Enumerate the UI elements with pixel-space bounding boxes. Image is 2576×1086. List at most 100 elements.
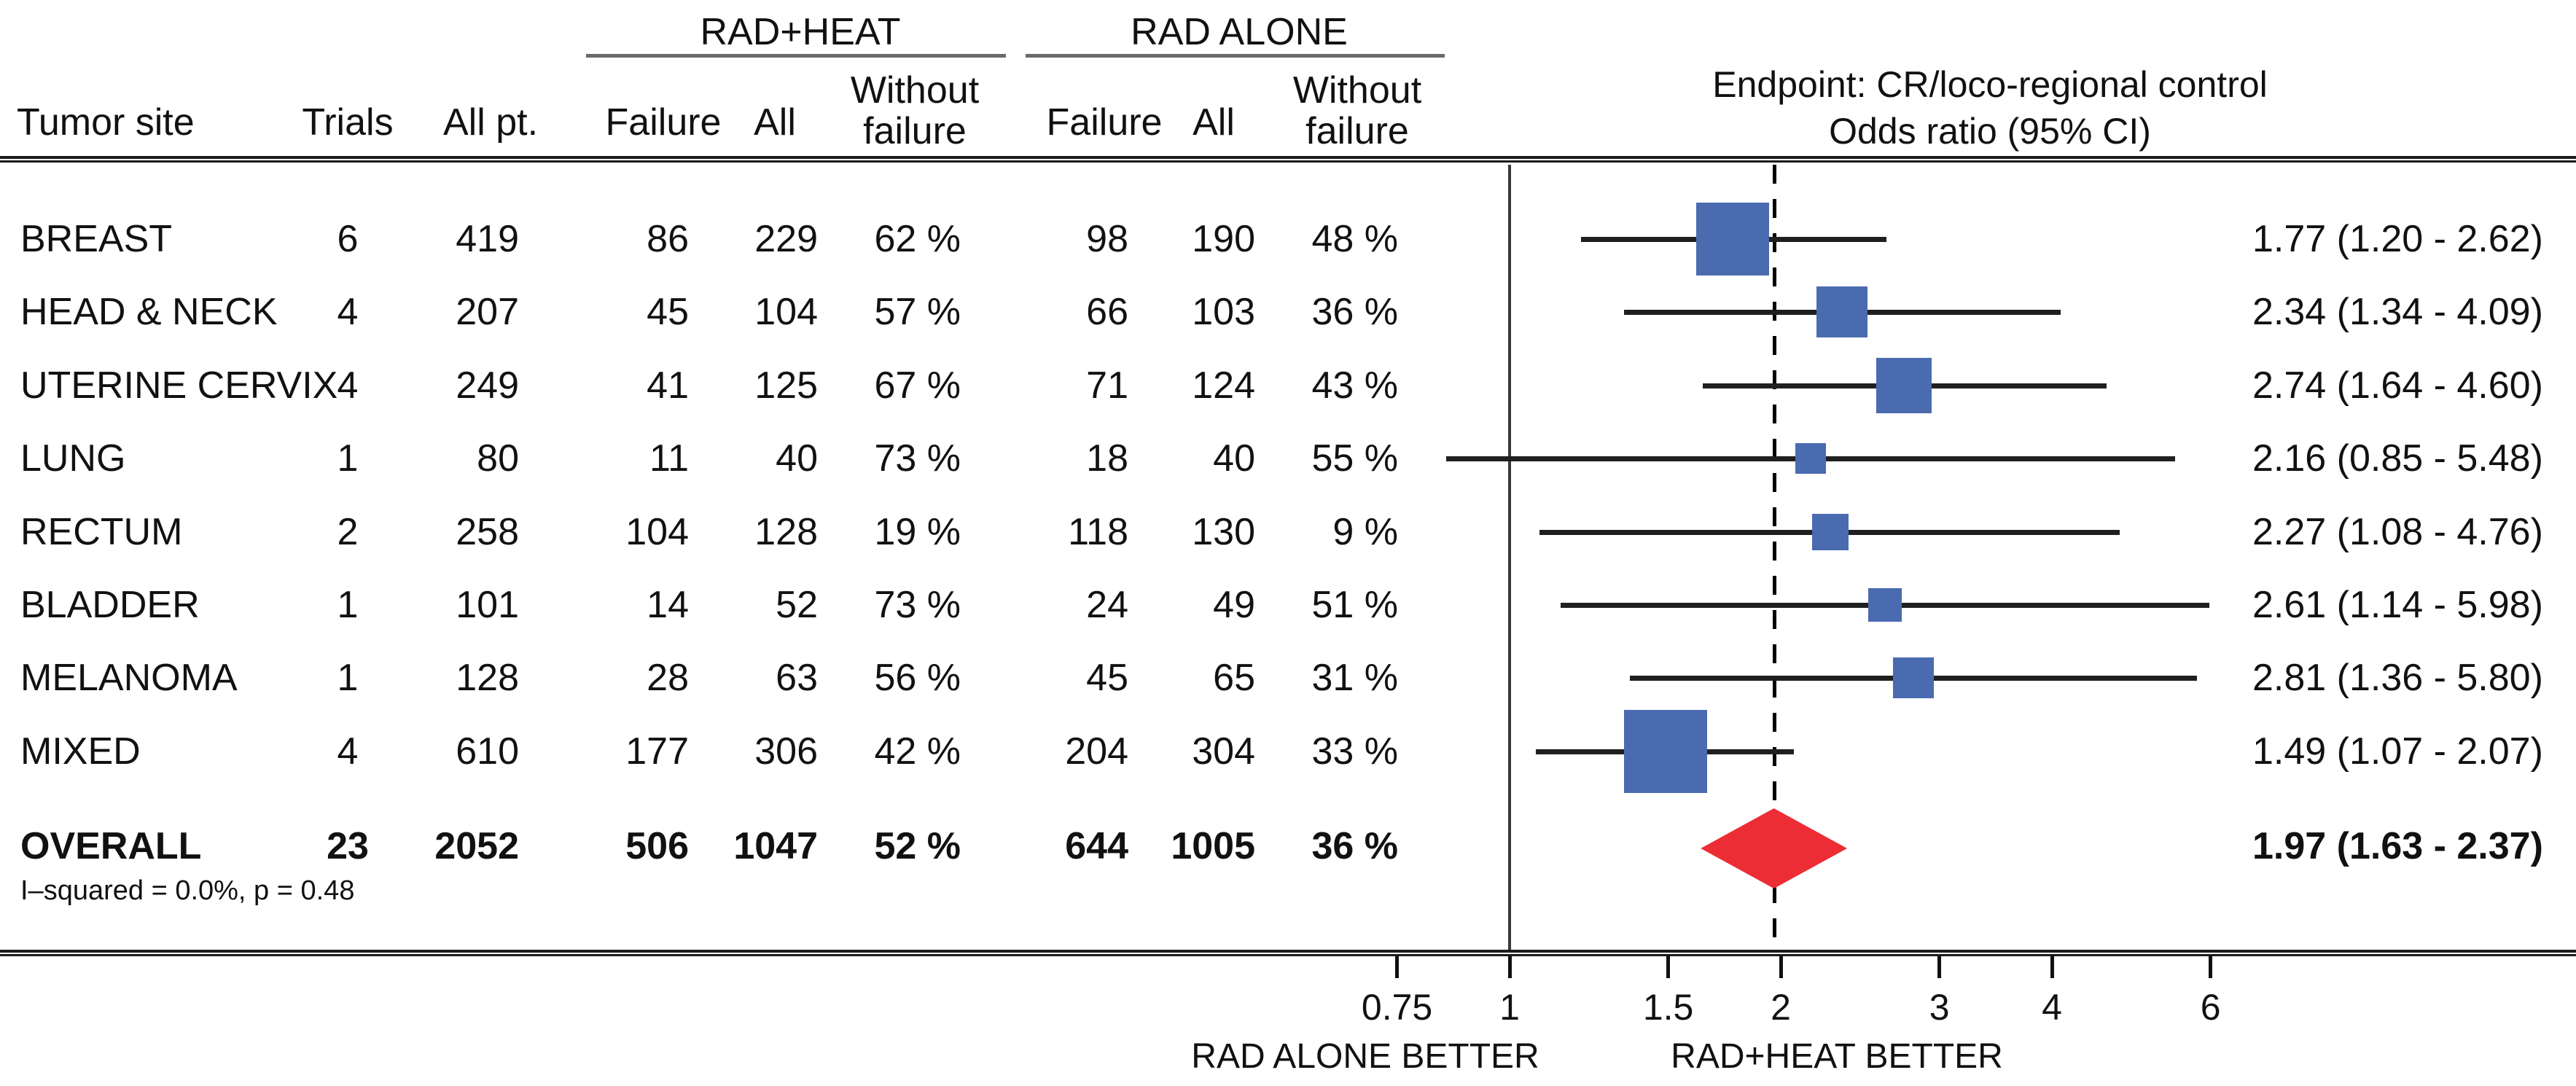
- row-heat-failure: 177: [625, 730, 689, 773]
- row-site-label: UTERINE CERVIX: [20, 364, 338, 407]
- row-site-label: BLADDER: [20, 584, 200, 626]
- row-or-ci-text: 2.74 (1.64 - 4.60): [2252, 364, 2543, 407]
- col-header-rad-without-failure: Without failure: [1292, 69, 1422, 152]
- row-site-label: MELANOMA: [20, 657, 238, 699]
- endpoint-title: Endpoint: CR/loco-regional control: [1712, 64, 2268, 105]
- row-heat-all: 306: [754, 730, 818, 773]
- row-trials: 1: [337, 437, 359, 480]
- x-axis-line: [0, 950, 2576, 956]
- row-trials: 4: [337, 291, 359, 333]
- row-trials: 4: [337, 364, 359, 407]
- x-axis-tick-label: 1.5: [1642, 987, 1694, 1028]
- row-heat-failure: 28: [647, 657, 689, 699]
- row-trials: 23: [327, 825, 369, 867]
- row-trials: 2: [337, 511, 359, 553]
- row-heat-pct: 19 %: [874, 511, 961, 553]
- row-all-pt: 258: [456, 511, 519, 553]
- group-header-rad-alone: RAD ALONE: [1131, 11, 1348, 53]
- group-header-rad-heat: RAD+HEAT: [700, 11, 901, 53]
- row-rad-pct: 9 %: [1332, 511, 1398, 553]
- row-rad-pct: 33 %: [1311, 730, 1398, 773]
- row-all-pt: 101: [456, 584, 519, 626]
- row-heat-failure: 45: [647, 291, 689, 333]
- row-all-pt: 128: [456, 657, 519, 699]
- overall-estimate-dashed-line: [1773, 165, 1777, 950]
- row-rad-failure: 98: [1086, 218, 1128, 260]
- row-rad-failure: 71: [1086, 364, 1128, 407]
- row-heat-failure: 11: [649, 437, 689, 480]
- col-header-heat-without-failure: Without failure: [850, 69, 980, 152]
- row-rad-pct: 31 %: [1311, 657, 1398, 699]
- x-axis-tick-label: 0.75: [1361, 987, 1433, 1028]
- row-heat-pct: 56 %: [874, 657, 961, 699]
- weight-square: [1893, 657, 1935, 698]
- row-rad-failure: 66: [1086, 291, 1128, 333]
- row-heat-pct: 62 %: [874, 218, 961, 260]
- row-site-label: RECTUM: [20, 511, 183, 553]
- row-trials: 1: [337, 584, 359, 626]
- row-heat-pct: 67 %: [874, 364, 961, 407]
- row-heat-pct: 42 %: [874, 730, 961, 773]
- row-rad-failure: 204: [1065, 730, 1128, 773]
- row-rad-failure: 24: [1086, 584, 1128, 626]
- row-all-pt: 80: [477, 437, 519, 480]
- row-rad-pct: 48 %: [1311, 218, 1398, 260]
- col-header-heat-all: All: [754, 101, 796, 144]
- row-heat-all: 125: [754, 364, 818, 407]
- row-or-ci-text: 1.49 (1.07 - 2.07): [2252, 730, 2543, 773]
- col-header-rad-failure: Failure: [1046, 101, 1163, 144]
- row-heat-failure: 41: [647, 364, 689, 407]
- row-rad-all: 190: [1192, 218, 1255, 260]
- weight-square: [1624, 710, 1708, 793]
- row-heat-failure: 104: [625, 511, 689, 553]
- x-axis-tick: [1666, 956, 1671, 978]
- row-rad-all: 49: [1213, 584, 1255, 626]
- row-heat-failure: 86: [647, 218, 689, 260]
- row-rad-all: 103: [1192, 291, 1255, 333]
- x-axis-tick: [1937, 956, 1942, 978]
- col-header-all-pt: All pt.: [442, 101, 539, 144]
- row-heat-all: 40: [776, 437, 818, 480]
- heterogeneity-note: I–squared = 0.0%, p = 0.48: [20, 875, 355, 906]
- row-trials: 6: [337, 218, 359, 260]
- row-or-ci-text: 2.61 (1.14 - 5.98): [2252, 584, 2543, 626]
- weight-square: [1876, 358, 1932, 413]
- row-or-ci-text: 2.27 (1.08 - 4.76): [2252, 511, 2543, 553]
- col-header-trials: Trials: [302, 101, 394, 144]
- row-rad-all: 1005: [1171, 825, 1255, 867]
- row-or-ci-text: 1.77 (1.20 - 2.62): [2252, 218, 2543, 260]
- row-rad-pct: 51 %: [1311, 584, 1398, 626]
- x-axis-tick: [1507, 956, 1512, 978]
- row-heat-pct: 73 %: [874, 437, 961, 480]
- row-site-label: BREAST: [20, 218, 173, 260]
- axis-caption-rad-heat-better: RAD+HEAT BETTER: [1671, 1037, 2003, 1076]
- weight-square: [1811, 514, 1849, 550]
- row-rad-all: 130: [1192, 511, 1255, 553]
- overall-diamond: [1701, 808, 1848, 888]
- row-heat-all: 104: [754, 291, 818, 333]
- weight-square: [1795, 443, 1827, 474]
- row-heat-pct: 57 %: [874, 291, 961, 333]
- row-heat-failure: 506: [625, 825, 689, 867]
- row-or-ci-text: 1.97 (1.63 - 2.37): [2252, 825, 2543, 867]
- row-rad-failure: 18: [1086, 437, 1128, 480]
- x-axis-tick: [2209, 956, 2213, 978]
- weight-square: [1867, 588, 1902, 622]
- row-heat-all: 1047: [733, 825, 818, 867]
- x-axis-tick-label: 1: [1499, 987, 1520, 1028]
- row-site-label: MIXED: [20, 730, 141, 773]
- x-axis-tick: [1395, 956, 1400, 978]
- row-site-label: LUNG: [20, 437, 126, 480]
- rad-heat-group-rule: [586, 54, 1006, 58]
- row-trials: 4: [337, 730, 359, 773]
- x-axis-tick-label: 2: [1771, 987, 1791, 1028]
- col-header-heat-failure: Failure: [605, 101, 722, 144]
- row-site-label: OVERALL: [20, 825, 202, 867]
- col-header-rad-all: All: [1193, 101, 1235, 144]
- row-heat-all: 229: [754, 218, 818, 260]
- row-rad-pct: 36 %: [1311, 825, 1398, 867]
- row-rad-pct: 55 %: [1311, 437, 1398, 480]
- x-axis-tick-label: 3: [1929, 987, 1950, 1028]
- row-rad-all: 124: [1192, 364, 1255, 407]
- row-rad-failure: 118: [1068, 511, 1128, 553]
